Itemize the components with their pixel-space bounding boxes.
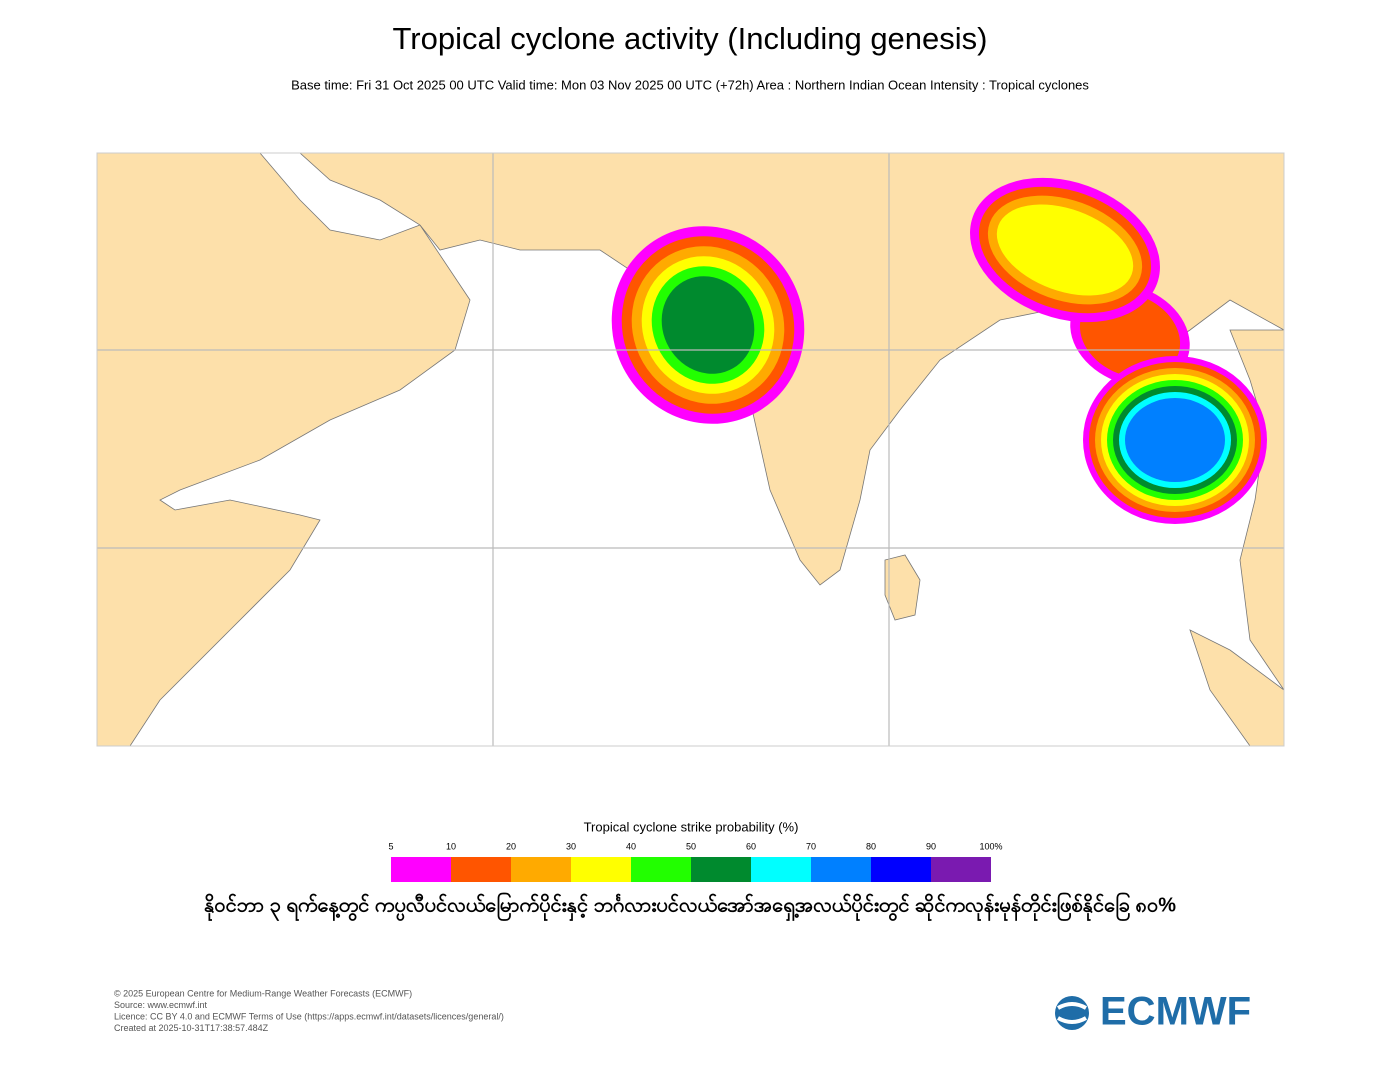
probability-areas [611, 177, 1267, 524]
footer-line: © 2025 European Centre for Medium-Range … [114, 988, 412, 998]
colorbar-tick-label: 40 [626, 841, 636, 851]
colorbar-tick-label: 80 [866, 841, 876, 851]
probability-area [661, 276, 755, 374]
colorbar-tick-label: 50 [686, 841, 696, 851]
colorbar-segment [811, 857, 871, 882]
land-sea-asia [1229, 329, 1284, 691]
caption: နိုဝင်ဘာ ၃ ရက်နေ့တွင် ကပ္ပလီပင်လယ်မြောက်… [204, 891, 1176, 921]
map [96, 152, 1285, 747]
logo-text: ECMWF [1100, 990, 1251, 1034]
land-africa-arabia [97, 153, 471, 746]
colorbar-tick-label: 90 [926, 841, 936, 851]
colorbar-tick-label: 100% [979, 841, 1002, 851]
colorbar-segment [511, 857, 571, 882]
logo: ECMWF [1055, 990, 1251, 1034]
colorbar-tick-label: 30 [566, 841, 576, 851]
colorbar-tick-label: 10 [446, 841, 456, 851]
colorbar-segment [931, 857, 991, 882]
land-sri-lanka [884, 554, 921, 621]
colorbar-tick-label: 5 [388, 841, 393, 851]
colorbar-segment [631, 857, 691, 882]
colorbar: 5 10 20 30 40 50 60 70 80 90 100% [388, 841, 1003, 882]
footer-line: Created at 2025-10-31T17:38:57.484Z [114, 1023, 269, 1033]
colorbar-tick-label: 60 [746, 841, 756, 851]
colorbar-segment [451, 857, 511, 882]
footer-line: Licence: CC BY 4.0 and ECMWF Terms of Us… [114, 1011, 504, 1021]
land-sumatra [1189, 629, 1284, 746]
probability-area [1125, 398, 1225, 482]
colorbar-segment [391, 857, 451, 882]
footer: © 2025 European Centre for Medium-Range … [114, 988, 504, 1033]
colorbar-segment [691, 857, 751, 882]
title: Tropical cyclone activity (Including gen… [393, 21, 988, 56]
colorbar-segment [571, 857, 631, 882]
colorbar-segment [751, 857, 811, 882]
colorbar-title: Tropical cyclone strike probability (%) [584, 819, 799, 834]
probability-area [996, 204, 1134, 296]
footer-line: Source: www.ecmwf.int [114, 1000, 208, 1010]
colorbar-tick-label: 20 [506, 841, 516, 851]
colorbar-segment [871, 857, 931, 882]
map-frame [96, 152, 1285, 747]
subtitle: Base time: Fri 31 Oct 2025 00 UTC Valid … [291, 77, 1089, 92]
colorbar-tick-label: 70 [806, 841, 816, 851]
